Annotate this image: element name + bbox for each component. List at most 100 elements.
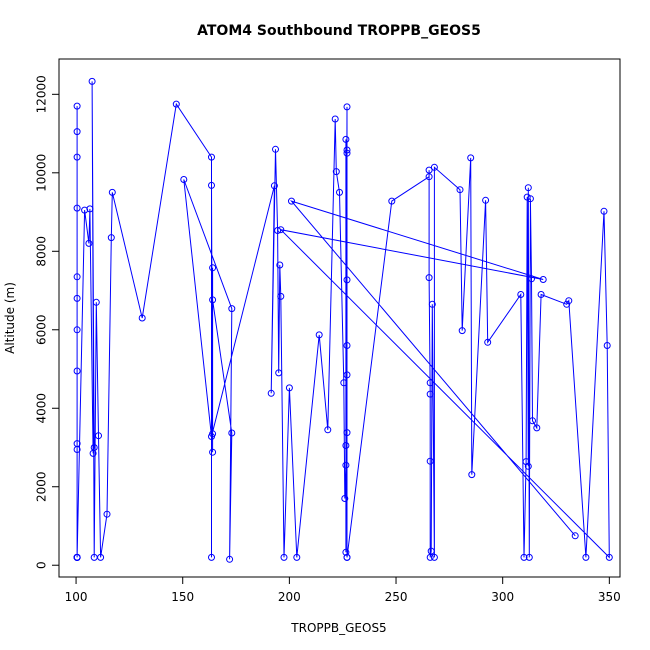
data-point: [582, 553, 590, 561]
data-point: [600, 207, 608, 215]
data-point: [342, 548, 350, 556]
data-point: [520, 553, 528, 561]
data-point: [81, 206, 89, 214]
data-point: [332, 168, 340, 176]
data-point: [342, 135, 350, 143]
data-point: [209, 264, 217, 272]
data-point: [85, 239, 93, 247]
data-point: [95, 432, 102, 440]
series-layer: [73, 77, 613, 563]
x-tick-label: 350: [598, 590, 621, 604]
data-point: [426, 390, 434, 398]
data-point: [331, 115, 339, 123]
series-line: [76, 81, 610, 560]
data-point: [458, 327, 466, 335]
data-point: [426, 379, 434, 387]
data-point: [209, 448, 217, 456]
data-point: [482, 196, 490, 204]
data-point: [324, 426, 332, 434]
data-point: [73, 294, 81, 302]
data-point: [73, 102, 81, 110]
x-tick-label: 100: [65, 590, 88, 604]
plot-frame: [58, 58, 621, 578]
y-tick-label: 0: [35, 561, 49, 569]
data-point: [425, 173, 433, 181]
data-point: [484, 338, 492, 346]
data-point: [343, 371, 351, 379]
data-point: [315, 331, 323, 339]
data-point: [73, 326, 81, 334]
data-point: [342, 461, 350, 469]
data-point: [108, 188, 116, 196]
x-tick-label: 200: [278, 590, 301, 604]
data-point: [343, 553, 351, 561]
data-point: [343, 103, 351, 111]
data-point: [343, 276, 351, 284]
data-point: [277, 226, 285, 234]
chart-title: ATOM4 Southbound TROPPB_GEOS5: [197, 23, 481, 39]
data-point: [430, 553, 438, 561]
data-point: [103, 510, 111, 518]
data-point: [73, 553, 81, 561]
data-point: [275, 369, 283, 377]
data-point: [276, 261, 284, 269]
data-point: [430, 163, 438, 171]
x-tick-label: 250: [385, 590, 408, 604]
data-point: [97, 553, 105, 561]
data-point: [226, 555, 234, 563]
data-point: [270, 182, 278, 190]
data-point: [73, 128, 81, 136]
data-point: [107, 234, 115, 242]
data-point: [425, 274, 433, 282]
data-point: [277, 292, 285, 300]
data-point: [524, 462, 532, 470]
data-point: [526, 195, 534, 203]
data-point: [228, 305, 236, 313]
data-point: [343, 146, 351, 154]
data-point: [172, 100, 180, 108]
data-point: [90, 444, 98, 451]
data-point: [208, 433, 215, 440]
data-point: [605, 553, 613, 561]
y-tick-label: 2000: [35, 471, 49, 502]
y-axis: 0 2000 4000 6000 8000 10000 12000: [35, 75, 59, 569]
data-point: [73, 204, 81, 212]
data-point: [280, 553, 288, 561]
data-point: [86, 205, 94, 213]
data-point: [343, 149, 351, 157]
y-tick-label: 6000: [35, 314, 49, 345]
data-point: [88, 77, 96, 85]
x-tick-label: 150: [171, 590, 194, 604]
x-axis-label: TROPPB_GEOS5: [290, 621, 386, 635]
data-point: [180, 176, 188, 183]
x-axis: 100 150 200 250 300 350: [65, 577, 621, 604]
data-point: [343, 342, 351, 349]
data-point: [209, 296, 217, 304]
y-tick-label: 10000: [35, 154, 49, 192]
data-point: [288, 197, 295, 205]
data-point: [426, 457, 434, 465]
data-point: [293, 553, 301, 561]
data-point: [529, 417, 536, 425]
data-point: [467, 154, 475, 162]
data-point: [528, 275, 535, 283]
data-point: [427, 547, 435, 555]
data-point: [267, 389, 275, 397]
data-point: [388, 197, 396, 205]
y-axis-label: Altitude (m): [3, 282, 17, 354]
data-point: [343, 429, 351, 437]
data-point: [208, 553, 215, 561]
data-point: [517, 291, 525, 298]
data-point: [525, 553, 533, 561]
data-point: [272, 145, 279, 153]
data-point: [73, 367, 81, 375]
data-point: [336, 188, 343, 196]
data-point: [537, 291, 545, 298]
data-point: [425, 166, 433, 174]
data-point: [603, 342, 611, 349]
data-point: [73, 153, 81, 161]
data-point: [73, 446, 81, 453]
data-point: [571, 532, 579, 540]
